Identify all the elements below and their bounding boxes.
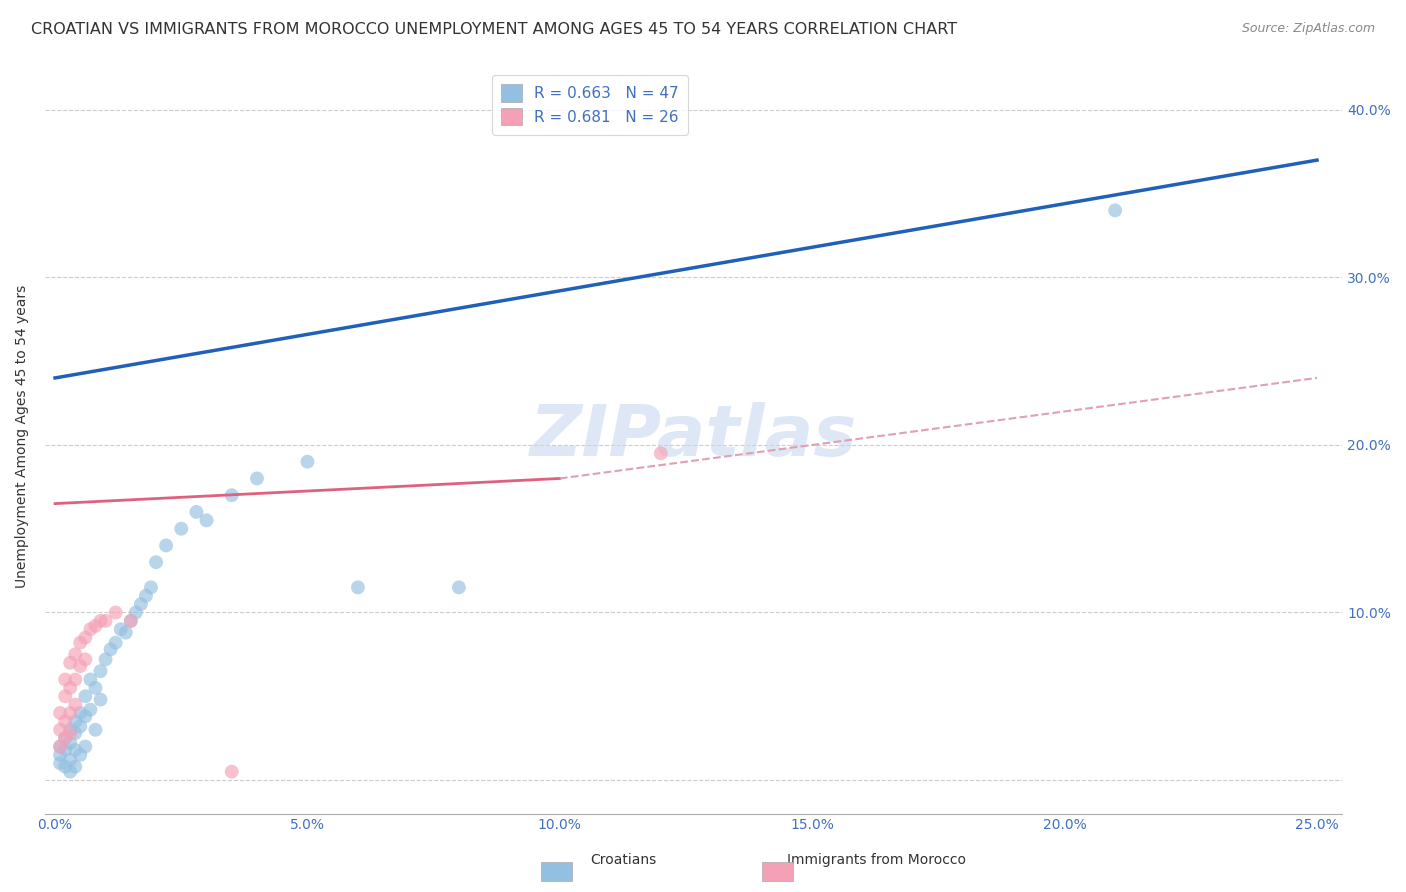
Point [221, 764, 243, 779]
Point [104, 606, 127, 620]
Point [59, 753, 82, 767]
Point [135, 589, 157, 603]
Point [79, 673, 101, 687]
Point [650, 446, 672, 460]
Point [69, 747, 91, 762]
Point [75, 631, 97, 645]
Point [69, 719, 91, 733]
Point [69, 706, 91, 720]
Point [65, 698, 87, 712]
Point [79, 622, 101, 636]
Point [49, 747, 72, 762]
Point [65, 714, 87, 729]
Point [59, 723, 82, 737]
Text: Immigrants from Morocco: Immigrants from Morocco [787, 853, 966, 867]
Point [53, 690, 76, 704]
Point [65, 726, 87, 740]
Point [170, 522, 193, 536]
Point [94, 614, 117, 628]
Point [65, 759, 87, 773]
Text: CROATIAN VS IMMIGRANTS FROM MOROCCO UNEMPLOYMENT AMONG AGES 45 TO 54 YEARS CORRE: CROATIAN VS IMMIGRANTS FROM MOROCCO UNEM… [31, 22, 957, 37]
Point [65, 743, 87, 757]
Point [84, 619, 107, 633]
Point [114, 625, 136, 640]
Point [129, 597, 152, 611]
Point [69, 659, 91, 673]
Legend: R = 0.663   N = 47, R = 0.681   N = 26: R = 0.663 N = 47, R = 0.681 N = 26 [492, 75, 688, 135]
Point [297, 455, 319, 469]
Point [246, 471, 269, 485]
Point [75, 690, 97, 704]
Point [155, 539, 177, 553]
Point [75, 709, 97, 723]
Point [49, 739, 72, 754]
Point [59, 681, 82, 695]
Point [89, 692, 111, 706]
Point [59, 736, 82, 750]
Point [75, 652, 97, 666]
Point [120, 614, 142, 628]
Point [195, 513, 218, 527]
Point [49, 739, 72, 754]
Point [53, 759, 76, 773]
Point [120, 614, 142, 628]
Point [53, 714, 76, 729]
Point [53, 673, 76, 687]
Point [447, 580, 470, 594]
Point [79, 703, 101, 717]
Point [69, 635, 91, 649]
Point [347, 580, 370, 594]
Point [145, 555, 167, 569]
Point [75, 739, 97, 754]
Text: Croatians: Croatians [591, 853, 657, 867]
Point [110, 622, 132, 636]
Point [84, 723, 107, 737]
Y-axis label: Unemployment Among Ages 45 to 54 years: Unemployment Among Ages 45 to 54 years [15, 285, 30, 588]
Point [53, 731, 76, 746]
Point [59, 764, 82, 779]
Point [65, 648, 87, 662]
Point [53, 731, 76, 746]
Point [125, 606, 148, 620]
Point [94, 652, 117, 666]
Point [89, 664, 111, 678]
Point [53, 743, 76, 757]
Point [84, 681, 107, 695]
Point [59, 656, 82, 670]
Text: ZIPatlas: ZIPatlas [530, 402, 858, 471]
Point [1104, 203, 1126, 218]
Text: Source: ZipAtlas.com: Source: ZipAtlas.com [1241, 22, 1375, 36]
Point [221, 488, 243, 502]
Point [186, 505, 208, 519]
Point [59, 706, 82, 720]
Point [49, 756, 72, 771]
Point [49, 723, 72, 737]
Point [89, 614, 111, 628]
Point [139, 580, 162, 594]
Point [104, 635, 127, 649]
Point [59, 726, 82, 740]
Point [100, 642, 122, 657]
Point [49, 706, 72, 720]
Point [65, 673, 87, 687]
